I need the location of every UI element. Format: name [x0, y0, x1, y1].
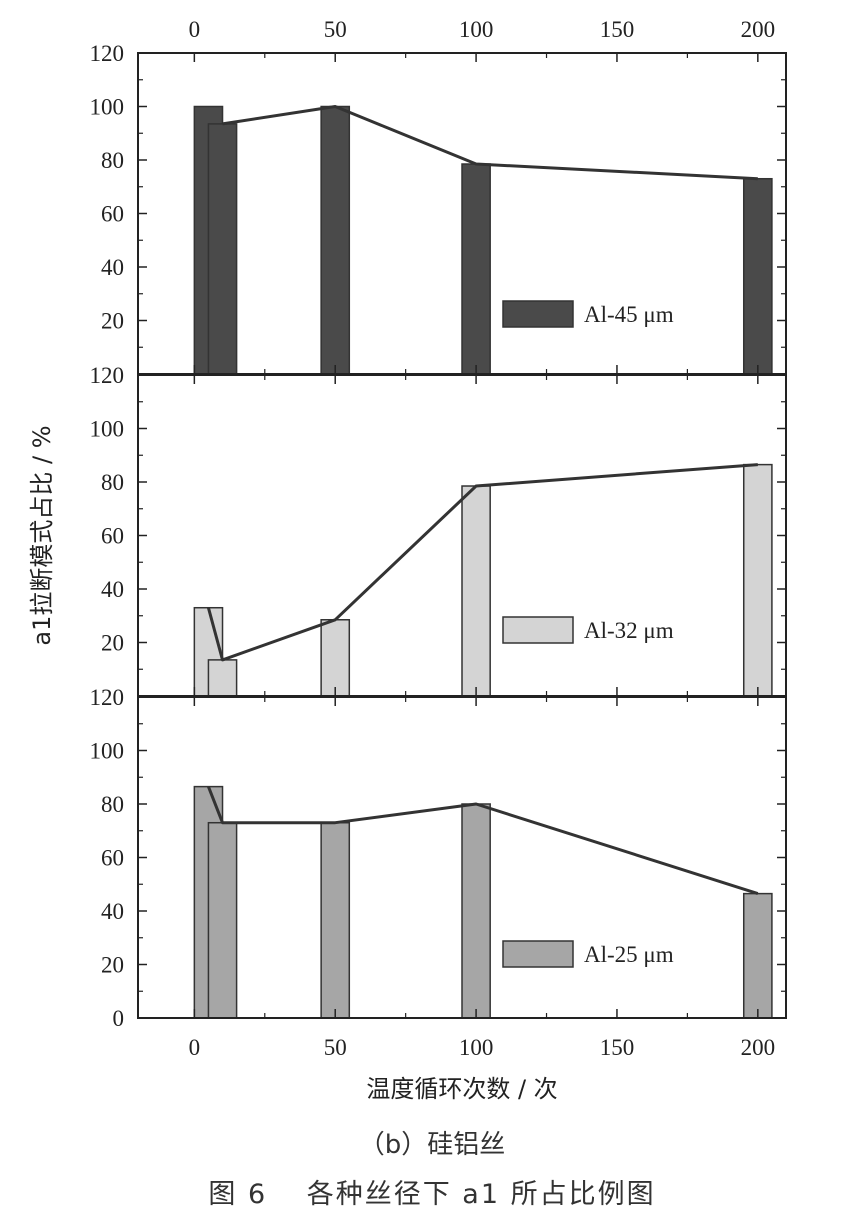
y-axis-title: a1拉断模式占比 / %: [28, 425, 56, 645]
bar: [207, 123, 238, 375]
legend-swatch: [502, 940, 574, 968]
y-tick-label: 80: [101, 470, 124, 495]
x-tick-label-top: 200: [741, 17, 776, 42]
x-tick-label: 0: [189, 1035, 201, 1060]
trend-line: [206, 463, 758, 662]
y-tick-label: 100: [90, 95, 125, 120]
trend-line: [207, 786, 759, 896]
legend-label: Al-32 μm: [584, 618, 674, 643]
y-tick-label: 120: [90, 685, 125, 710]
y-tick-label: 40: [101, 577, 124, 602]
y-tick-label: 20: [101, 631, 124, 656]
x-tick-label-top: 150: [600, 17, 635, 42]
y-tick-label: 60: [101, 524, 124, 549]
stacked-bar-chart: 20 40 60 80 100 120 Al-45 μm 20 40 60 80 100 120 Al-3…: [28, 17, 787, 1103]
x-tick-label-top: 50: [324, 17, 347, 42]
subfigure-caption: （b）硅铝丝: [358, 1130, 506, 1160]
y-tick-label: 100: [90, 417, 125, 442]
x-tick-label: 100: [459, 1035, 494, 1060]
legend-label: Al-45 μm: [584, 302, 674, 327]
bar: [461, 803, 491, 1019]
legend-label: Al-25 μm: [584, 942, 674, 967]
bar: [207, 821, 238, 1019]
x-axis-title: 温度循环次数 / 次: [366, 1075, 557, 1103]
bar: [320, 619, 351, 697]
y-tick-label: 60: [101, 202, 124, 227]
bar: [742, 177, 773, 375]
bar: [461, 163, 491, 375]
y-tick-label: 120: [90, 41, 125, 66]
x-tick-label: 50: [324, 1035, 347, 1060]
y-tick-label: 120: [90, 363, 125, 388]
x-tick-label-top: 100: [459, 17, 494, 42]
bar: [461, 485, 491, 697]
y-tick-label: 80: [101, 148, 124, 173]
y-tick-label: 20: [101, 953, 124, 978]
legend-swatch: [502, 616, 574, 644]
y-tick-label: 100: [90, 739, 125, 764]
y-tick-label: 0: [113, 1006, 125, 1031]
y-tick-label: 60: [101, 846, 124, 871]
bar: [207, 659, 238, 697]
bar: [320, 821, 351, 1019]
bar: [742, 892, 773, 1019]
legend-swatch: [502, 300, 574, 328]
y-tick-label: 40: [101, 899, 124, 924]
bar: [320, 105, 351, 375]
x-tick-label: 200: [741, 1035, 776, 1060]
trend-line: [222, 105, 758, 181]
bar: [742, 463, 773, 697]
x-tick-label-top: 0: [189, 17, 201, 42]
figure-caption: 图 6 各种丝径下 a1 所占比例图: [208, 1179, 656, 1210]
y-tick-label: 80: [101, 792, 124, 817]
y-tick-label: 20: [101, 309, 124, 334]
y-tick-label: 40: [101, 255, 124, 280]
x-tick-label: 150: [600, 1035, 635, 1060]
